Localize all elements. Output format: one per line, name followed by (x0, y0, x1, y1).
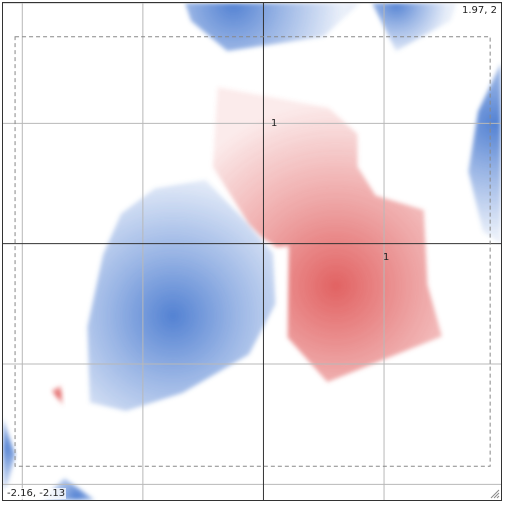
grid-layer (3, 3, 501, 500)
axes-layer (3, 3, 501, 500)
negative-region-5 (3, 418, 16, 491)
positive-region-0 (212, 87, 442, 383)
x-tick-label-1: 1 (383, 252, 390, 263)
viewport-min-label: -2.16, -2.13 (6, 488, 67, 499)
resize-grip-icon[interactable] (490, 489, 500, 499)
positive-region-7 (51, 385, 64, 407)
heatmap-plot[interactable] (3, 3, 501, 500)
negative-region-3 (371, 3, 457, 52)
y-tick-label-1: 1 (271, 118, 278, 129)
negative-region-4 (468, 63, 501, 244)
negative-region-1 (87, 179, 276, 411)
regions-layer (3, 3, 501, 500)
viewport-max-label: 1.97, 2 (461, 5, 498, 16)
bounds-rectangle (14, 36, 491, 467)
negative-region-2 (185, 3, 360, 52)
plot-frame[interactable]: 1 1 1.97, 2 -2.16, -2.13 (2, 2, 502, 501)
